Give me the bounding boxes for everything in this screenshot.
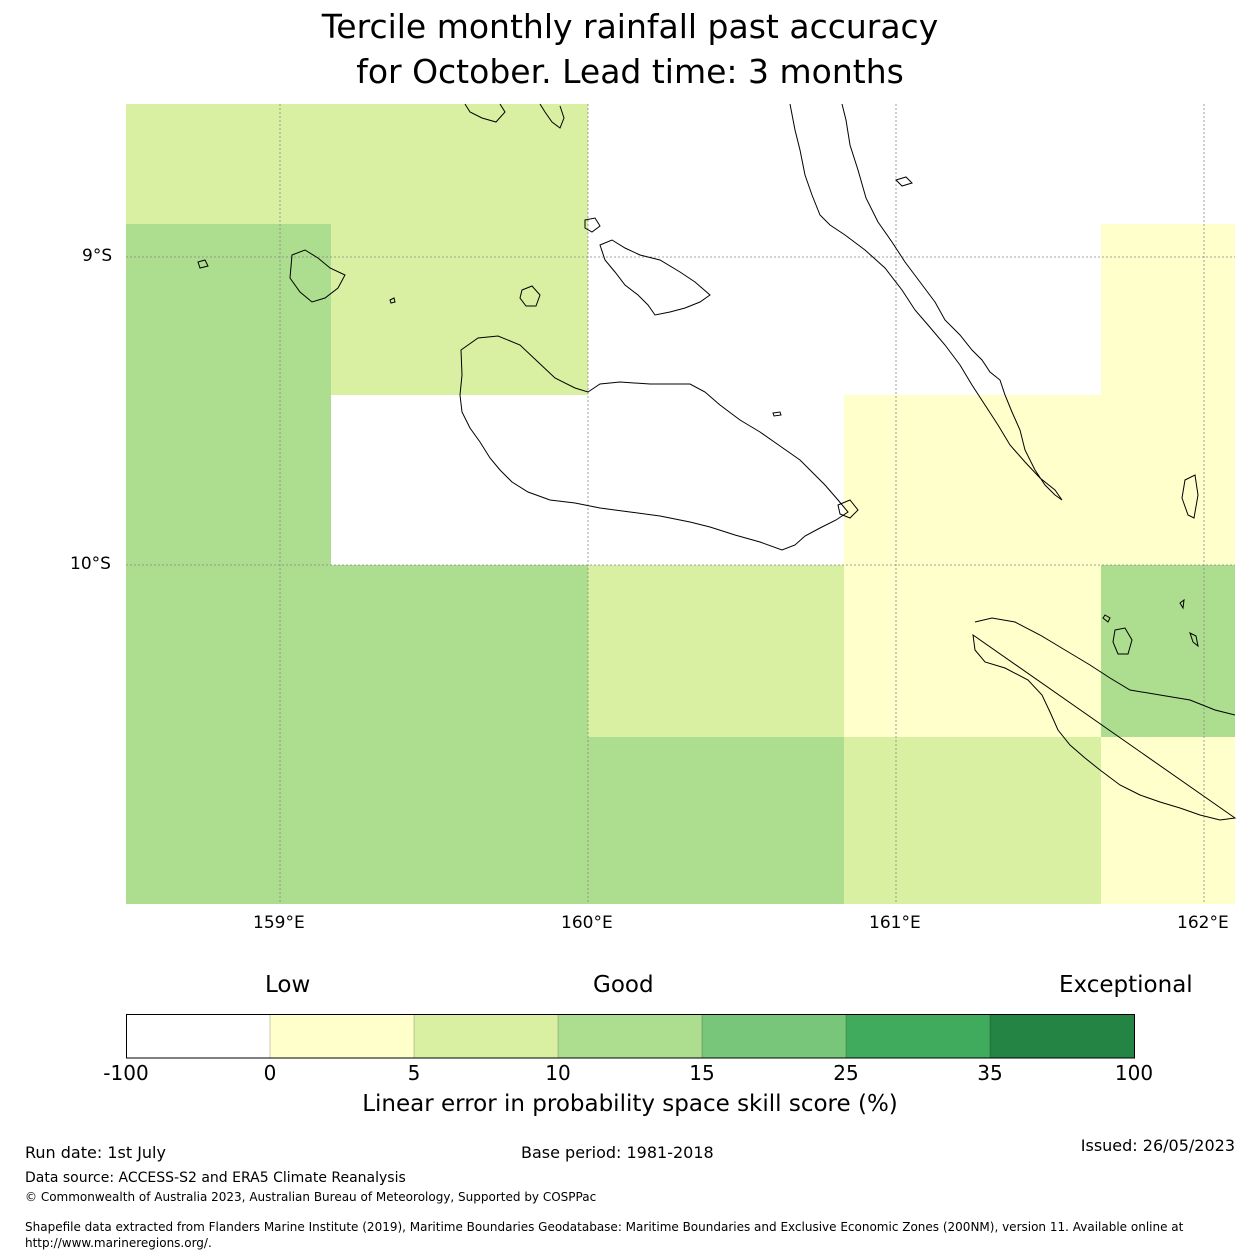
lat-label: 10°S: [70, 554, 111, 574]
gridlines: [126, 104, 1235, 904]
coastline-islet: [1102, 614, 1111, 623]
cell: [1101, 565, 1235, 737]
coastline-malaita: [789, 103, 1063, 501]
coastline-islet: [1181, 474, 1199, 519]
coastline-guadalcanal: [459, 335, 849, 551]
coastline-islet: [772, 411, 782, 417]
skill-cells: [126, 104, 1235, 904]
coastline-savo: [519, 285, 541, 307]
colorbar-tick: -100: [103, 1061, 149, 1085]
colorbar-title: Linear error in probability space skill …: [362, 1091, 898, 1117]
cell: [126, 224, 331, 904]
lon-label: 159°E: [253, 913, 305, 933]
cell: [1101, 737, 1235, 904]
colorbar-segment: [990, 1014, 1134, 1058]
colorbar-segment: [126, 1014, 270, 1058]
colorbar-segment: [414, 1014, 558, 1058]
lon-label: 161°E: [869, 913, 921, 933]
colorbar-tick: 25: [833, 1061, 859, 1085]
shapefile-credit: Shapefile data extracted from Flanders M…: [25, 1220, 1184, 1234]
chart-title: Tercile monthly rainfall past accuracy f…: [0, 4, 1260, 94]
colorbar-tick: 35: [977, 1061, 1003, 1085]
issued-date: Issued: 26/05/2023: [1080, 1136, 1235, 1155]
coastline-islet: [1189, 632, 1199, 648]
cell: [331, 224, 588, 395]
colorbar-category-low: Low: [265, 972, 311, 998]
cell: [844, 395, 1101, 737]
shapefile-link[interactable]: http://www.marineregions.org/.: [25, 1236, 212, 1250]
lat-label: 9°S: [82, 246, 113, 266]
cell: [844, 737, 1101, 904]
colorbar-segment: [270, 1014, 414, 1058]
coastlines: [197, 103, 1237, 821]
colorbar-tick: 0: [263, 1061, 277, 1085]
coastline-islet: [1179, 598, 1185, 610]
coastline-north-islands: [464, 103, 565, 129]
coastline-islet: [895, 176, 913, 187]
coastline-islet: [584, 217, 601, 233]
cell: [126, 104, 588, 224]
colorbar-category-exceptional: Exceptional: [1059, 972, 1193, 998]
coastline-islet: [1112, 627, 1133, 655]
coastline-russell-islands: [289, 249, 346, 303]
copyright: © Commonwealth of Australia 2023, Austra…: [25, 1190, 597, 1204]
colorbar-frame: [126, 1014, 1135, 1059]
colorbar-segment: [846, 1014, 990, 1058]
colorbar: [126, 1014, 1135, 1059]
title-line-1: Tercile monthly rainfall past accuracy: [321, 7, 939, 46]
coastline-makira: [972, 617, 1237, 821]
coastline-islet: [837, 499, 859, 519]
cell: [588, 565, 844, 737]
colorbar-dividers: [269, 1014, 991, 1058]
coastline-florida-islands: [599, 239, 711, 316]
lon-label: 160°E: [561, 913, 613, 933]
title-line-2: for October. Lead time: 3 months: [356, 52, 904, 91]
colorbar-tick: 10: [545, 1061, 571, 1085]
cell: [1101, 224, 1235, 565]
colorbar-segment: [558, 1014, 702, 1058]
colorbar-category-good: Good: [593, 972, 654, 998]
colorbar-tick: 15: [689, 1061, 715, 1085]
colorbar-tick: 100: [1114, 1061, 1154, 1085]
cell: [588, 737, 844, 904]
lon-label: 162°E: [1177, 913, 1229, 933]
coastline-islet: [389, 297, 396, 304]
coastline-islet: [197, 259, 209, 269]
colorbar-segment: [702, 1014, 846, 1058]
colorbar-tick: 5: [407, 1061, 421, 1085]
data-source: Data source: ACCESS-S2 and ERA5 Climate …: [25, 1170, 406, 1186]
cell: [331, 565, 588, 904]
run-date: Run date: 1st July: [25, 1143, 166, 1162]
base-period: Base period: 1981-2018: [521, 1143, 714, 1162]
